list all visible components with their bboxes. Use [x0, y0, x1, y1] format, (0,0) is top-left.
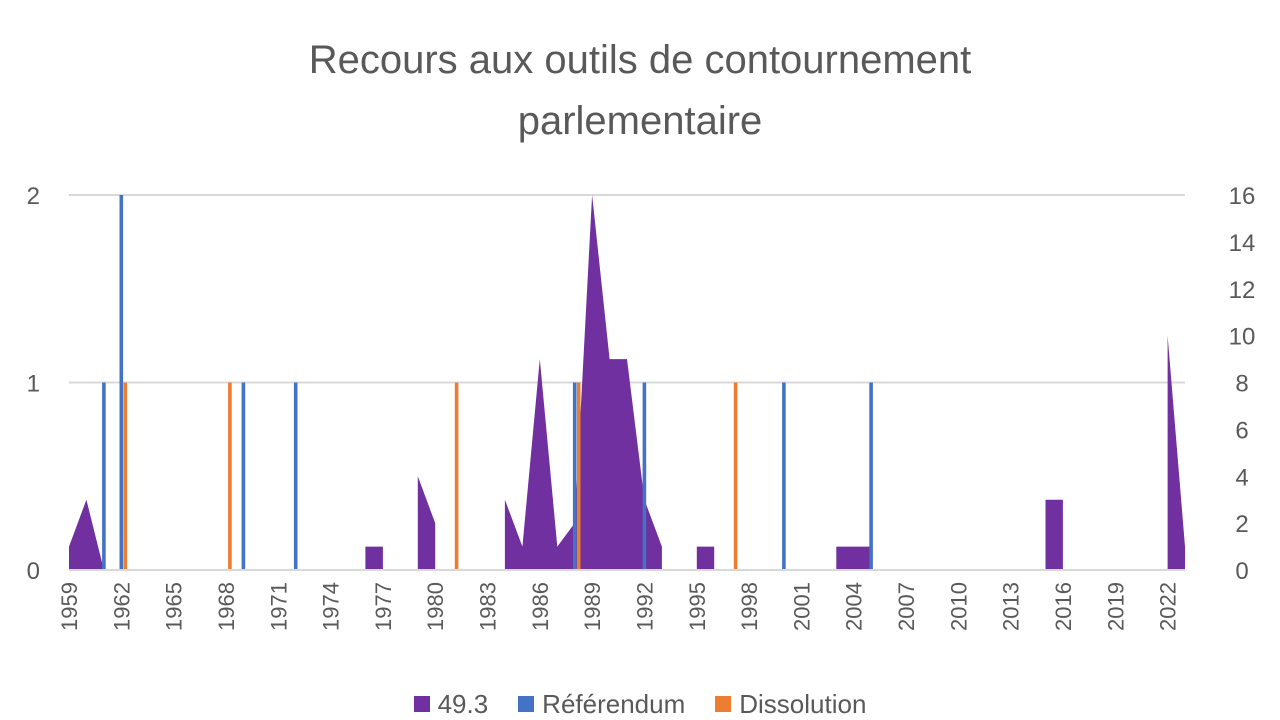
x-tick-label: 2019 [1103, 582, 1128, 631]
legend-item-49-3: 49.3 [413, 688, 489, 720]
bar-dissolution [454, 382, 459, 570]
x-tick-label: 1983 [476, 582, 501, 631]
x-tick-label: 1965 [162, 582, 187, 631]
area-49-3 [69, 195, 1185, 570]
bar-referendum [642, 382, 647, 570]
bar-dissolution [123, 382, 128, 570]
legend-swatch-49-3 [413, 696, 430, 712]
gridlines [69, 194, 1185, 384]
x-tick-label: 1986 [528, 582, 553, 631]
bar-referendum [572, 382, 577, 570]
bar-dissolution [576, 382, 581, 570]
x-tick-label: 1995 [685, 582, 710, 631]
bar-referendum [869, 382, 873, 570]
x-tick-label: 1962 [109, 582, 134, 631]
y-right-tick-label: 4 [1235, 464, 1248, 491]
legend-swatch-dissolution [715, 696, 732, 712]
legend: 49.3 Référendum Dissolution [0, 688, 1280, 720]
x-tick-label: 2013 [999, 582, 1024, 631]
legend-swatch-referendum [518, 696, 535, 712]
legend-label-dissolution: Dissolution [739, 688, 867, 719]
legend-item-referendum: Référendum [518, 688, 685, 720]
x-tick-label: 2004 [842, 582, 867, 631]
x-tick-label: 2016 [1051, 582, 1076, 631]
y-right-tick-label: 10 [1229, 324, 1256, 351]
y-left-tick-label: 0 [27, 558, 40, 585]
chart-title-line-1: Recours aux outils de contournement [308, 38, 972, 82]
legend-item-dissolution: Dissolution [715, 688, 866, 720]
y-right-tick-label: 16 [1229, 183, 1256, 210]
y-right-tick-label: 8 [1235, 371, 1248, 398]
x-tick-label: 1974 [319, 582, 344, 631]
series-49-3-area [69, 195, 1185, 570]
y-right-tick-label: 12 [1229, 277, 1256, 304]
y-right-tick-label: 6 [1235, 417, 1248, 444]
y-right-tick-label: 0 [1235, 558, 1248, 585]
bar-dissolution [733, 382, 738, 570]
y-right-tick-label: 2 [1235, 511, 1248, 538]
bar-referendum [782, 382, 786, 570]
legend-label-49-3: 49.3 [437, 688, 489, 719]
y-left-tick-label: 2 [27, 183, 40, 210]
bar-dissolution [228, 382, 232, 570]
x-tick-label: 2001 [789, 582, 814, 631]
x-tick-label: 1959 [57, 582, 82, 631]
y-right-tick-label: 14 [1229, 230, 1256, 257]
event-bars [102, 195, 873, 570]
x-tick-label: 2022 [1156, 582, 1181, 631]
bar-referendum [102, 382, 106, 570]
x-tick-label: 1992 [632, 582, 657, 631]
x-tick-label: 1989 [580, 582, 605, 631]
y-left-tick-label: 1 [27, 371, 40, 398]
x-tick-label: 2010 [946, 582, 971, 631]
x-tick-label: 1971 [266, 582, 291, 631]
x-tick-label: 1980 [423, 582, 448, 631]
chart-title-line-2: parlementaire [517, 99, 763, 143]
legend-label-referendum: Référendum [542, 688, 686, 719]
bar-referendum [293, 382, 298, 570]
x-tick-label: 2007 [894, 582, 919, 631]
x-tick-label: 1968 [214, 582, 239, 631]
x-tick-label: 1977 [371, 582, 396, 631]
bar-referendum [119, 195, 124, 570]
x-tick-label: 1998 [737, 582, 762, 631]
bar-referendum [241, 382, 246, 570]
